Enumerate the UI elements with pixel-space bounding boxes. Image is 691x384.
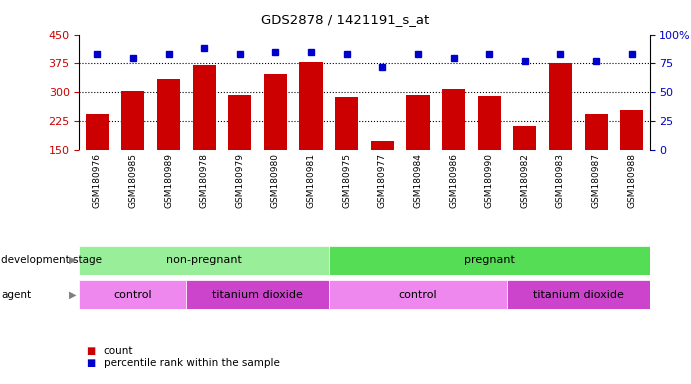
Text: control: control bbox=[399, 290, 437, 300]
Text: GSM180990: GSM180990 bbox=[484, 153, 493, 208]
Bar bbox=[228, 95, 252, 150]
Text: pregnant: pregnant bbox=[464, 255, 515, 265]
Bar bbox=[335, 97, 358, 150]
Bar bbox=[406, 95, 430, 150]
Text: GSM180986: GSM180986 bbox=[449, 153, 458, 208]
Bar bbox=[264, 74, 287, 150]
Text: GSM180976: GSM180976 bbox=[93, 153, 102, 208]
Bar bbox=[79, 246, 329, 275]
Text: GSM180980: GSM180980 bbox=[271, 153, 280, 208]
Text: GSM180985: GSM180985 bbox=[129, 153, 138, 208]
Bar bbox=[585, 114, 607, 150]
Text: GSM180975: GSM180975 bbox=[342, 153, 351, 208]
Text: GSM180981: GSM180981 bbox=[307, 153, 316, 208]
Text: non-pregnant: non-pregnant bbox=[167, 255, 242, 265]
Bar bbox=[187, 280, 329, 309]
Text: development stage: development stage bbox=[1, 255, 102, 265]
Text: GSM180988: GSM180988 bbox=[627, 153, 636, 208]
Bar bbox=[79, 280, 187, 309]
Bar bbox=[507, 280, 650, 309]
Bar bbox=[477, 96, 501, 150]
Text: ■: ■ bbox=[86, 358, 95, 368]
Text: GSM180983: GSM180983 bbox=[556, 153, 565, 208]
Text: GSM180979: GSM180979 bbox=[236, 153, 245, 208]
Bar bbox=[157, 79, 180, 150]
Bar bbox=[122, 91, 144, 150]
Bar bbox=[513, 126, 536, 150]
Bar bbox=[329, 246, 650, 275]
Text: control: control bbox=[113, 290, 152, 300]
Text: GSM180982: GSM180982 bbox=[520, 153, 529, 208]
Bar bbox=[549, 63, 572, 150]
Bar bbox=[86, 114, 109, 150]
Bar bbox=[371, 141, 394, 150]
Text: GSM180989: GSM180989 bbox=[164, 153, 173, 208]
Text: ▶: ▶ bbox=[68, 290, 76, 300]
Bar bbox=[620, 110, 643, 150]
Text: ▶: ▶ bbox=[68, 255, 76, 265]
Text: GDS2878 / 1421191_s_at: GDS2878 / 1421191_s_at bbox=[261, 13, 430, 26]
Text: percentile rank within the sample: percentile rank within the sample bbox=[104, 358, 280, 368]
Bar bbox=[299, 62, 323, 150]
Bar bbox=[329, 280, 507, 309]
Text: titanium dioxide: titanium dioxide bbox=[533, 290, 624, 300]
Text: ■: ■ bbox=[86, 346, 95, 356]
Bar bbox=[442, 89, 465, 150]
Text: GSM180984: GSM180984 bbox=[413, 153, 422, 208]
Text: count: count bbox=[104, 346, 133, 356]
Text: GSM180987: GSM180987 bbox=[591, 153, 600, 208]
Text: GSM180978: GSM180978 bbox=[200, 153, 209, 208]
Text: titanium dioxide: titanium dioxide bbox=[212, 290, 303, 300]
Bar bbox=[193, 65, 216, 150]
Text: GSM180977: GSM180977 bbox=[378, 153, 387, 208]
Text: agent: agent bbox=[1, 290, 32, 300]
